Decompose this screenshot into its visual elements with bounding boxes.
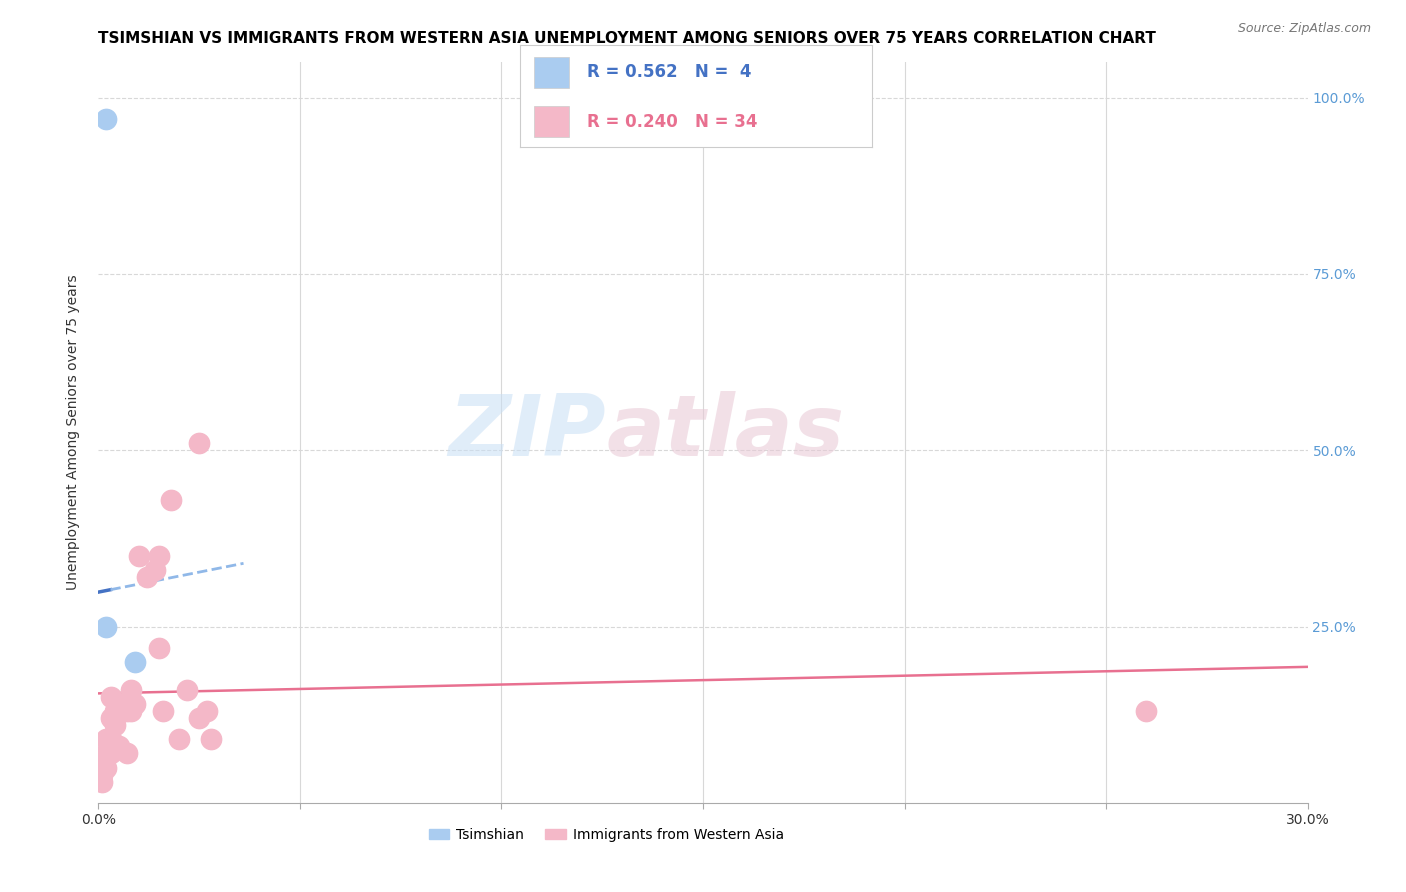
Point	[148, 549, 170, 563]
Point	[103, 704, 125, 718]
Point	[143, 563, 166, 577]
Legend: Tsimshian, Immigrants from Western Asia: Tsimshian, Immigrants from Western Asia	[423, 822, 790, 847]
Y-axis label: Unemployment Among Seniors over 75 years: Unemployment Among Seniors over 75 years	[66, 275, 80, 591]
Text: TSIMSHIAN VS IMMIGRANTS FROM WESTERN ASIA UNEMPLOYMENT AMONG SENIORS OVER 75 YEA: TSIMSHIAN VS IMMIGRANTS FROM WESTERN ASI…	[98, 31, 1156, 46]
Point	[96, 747, 118, 761]
Text: ZIP: ZIP	[449, 391, 606, 475]
Point	[100, 690, 122, 704]
Point	[160, 492, 183, 507]
Point	[135, 570, 157, 584]
Point	[100, 747, 122, 761]
Point	[96, 760, 118, 774]
Point	[100, 732, 122, 747]
Point	[91, 774, 114, 789]
Point	[1135, 704, 1157, 718]
Point	[91, 767, 114, 781]
Point	[91, 754, 114, 768]
Point	[128, 549, 150, 563]
Point	[124, 697, 146, 711]
Point	[124, 655, 146, 669]
Point	[152, 704, 174, 718]
Point	[188, 436, 211, 450]
Point	[148, 640, 170, 655]
Text: atlas: atlas	[606, 391, 845, 475]
Point	[200, 732, 222, 747]
Point	[107, 739, 129, 754]
Point	[89, 760, 111, 774]
Point	[195, 704, 218, 718]
Point	[111, 704, 134, 718]
Point	[100, 711, 122, 725]
Text: R = 0.562   N =  4: R = 0.562 N = 4	[588, 63, 751, 81]
Point	[96, 112, 118, 126]
Text: R = 0.240   N = 34: R = 0.240 N = 34	[588, 112, 758, 130]
Point	[107, 697, 129, 711]
Text: Source: ZipAtlas.com: Source: ZipAtlas.com	[1237, 22, 1371, 36]
Point	[103, 718, 125, 732]
Point	[120, 683, 142, 698]
Point	[96, 619, 118, 633]
Point	[176, 683, 198, 698]
Point	[89, 767, 111, 781]
Point	[120, 704, 142, 718]
Point	[115, 704, 138, 718]
Point	[96, 732, 118, 747]
Bar	[534, 106, 569, 137]
Bar	[534, 57, 569, 87]
Point	[115, 747, 138, 761]
Point	[188, 711, 211, 725]
Point	[167, 732, 190, 747]
